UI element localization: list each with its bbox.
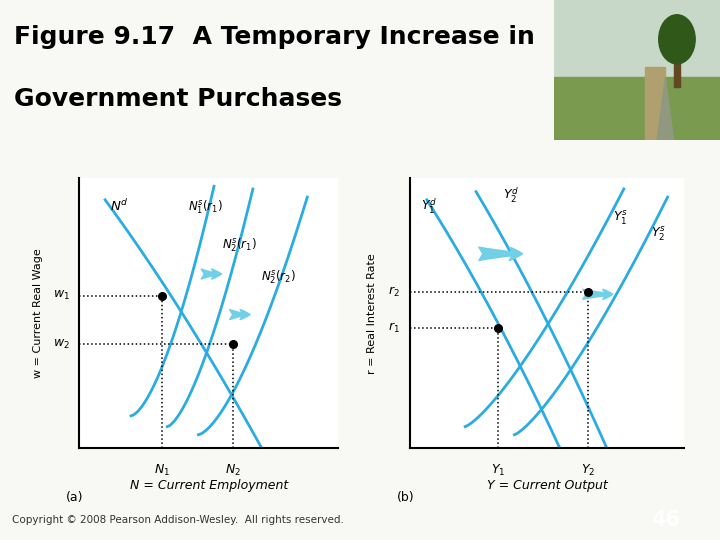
- Text: $N^d$: $N^d$: [110, 198, 129, 214]
- Text: $w_2$: $w_2$: [53, 338, 70, 351]
- Text: $N_1$: $N_1$: [154, 463, 170, 478]
- Polygon shape: [657, 77, 674, 140]
- Bar: [554, 77, 720, 140]
- Text: Government Purchases: Government Purchases: [14, 87, 342, 111]
- Text: $w_1$: $w_1$: [53, 289, 70, 302]
- Ellipse shape: [659, 15, 696, 64]
- Text: $Y_1$: $Y_1$: [491, 463, 505, 478]
- Bar: [674, 52, 680, 87]
- Text: $N_2^s(r_1)$: $N_2^s(r_1)$: [222, 237, 257, 254]
- Text: $N_2^s(r_2)$: $N_2^s(r_2)$: [261, 269, 296, 286]
- Text: Copyright © 2008 Pearson Addison-Wesley.  All rights reserved.: Copyright © 2008 Pearson Addison-Wesley.…: [12, 515, 344, 525]
- Text: $Y_2^s$: $Y_2^s$: [651, 226, 666, 243]
- Text: $Y_1^d$: $Y_1^d$: [421, 197, 438, 216]
- Text: $r_1$: $r_1$: [387, 321, 400, 335]
- Text: r = Real Interest Rate: r = Real Interest Rate: [367, 253, 377, 374]
- Text: $Y_1^s$: $Y_1^s$: [613, 210, 628, 227]
- Text: 46: 46: [652, 510, 680, 530]
- Text: (b): (b): [397, 491, 414, 504]
- Text: (a): (a): [66, 491, 84, 504]
- Text: N = Current Employment: N = Current Employment: [130, 480, 288, 492]
- Text: $r_2$: $r_2$: [387, 285, 400, 299]
- Bar: [646, 68, 665, 140]
- Text: $Y_2^d$: $Y_2^d$: [503, 186, 520, 205]
- Text: w = Current Real Wage: w = Current Real Wage: [32, 248, 42, 378]
- Text: Y = Current Output: Y = Current Output: [487, 480, 608, 492]
- Bar: [554, 0, 720, 77]
- Text: Figure 9.17  A Temporary Increase in: Figure 9.17 A Temporary Increase in: [14, 25, 535, 49]
- Text: $N_1^s(r_1)$: $N_1^s(r_1)$: [188, 199, 223, 216]
- Text: $N_2$: $N_2$: [225, 463, 241, 478]
- Text: $Y_2$: $Y_2$: [581, 463, 595, 478]
